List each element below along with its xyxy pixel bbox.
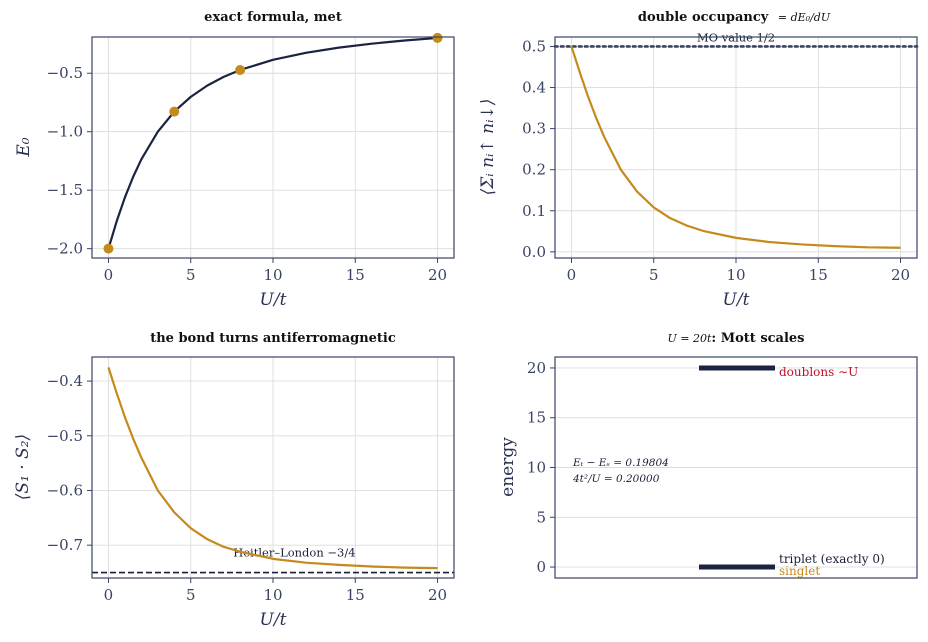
- double-occupancy-title-suffix: = dE₀/dU: [778, 11, 831, 24]
- energy-data-point: [103, 243, 114, 254]
- spin-correlation-xtick-label: 20: [428, 586, 447, 604]
- energy-title: exact formula, met: [204, 10, 342, 25]
- energy-series-line: [107, 36, 438, 249]
- mott-scales-ytick-label: 15: [527, 409, 546, 427]
- double-occupancy-xtick-label: 5: [649, 266, 659, 284]
- spin-correlation-xlabel: U/t: [260, 610, 287, 630]
- mott-scales-ytick-label: 10: [527, 459, 546, 477]
- mott-scales-level-label: doublons ∼U: [779, 365, 858, 379]
- energy-xlabel: U/t: [260, 290, 287, 310]
- mott-scales-level-label: singlet: [779, 564, 820, 578]
- double-occupancy-xtick-label: 10: [726, 266, 745, 284]
- energy-ytick-label: −2.0: [47, 240, 83, 258]
- spin-correlation-series-line: [107, 367, 438, 570]
- spin-correlation-xtick-label: 10: [263, 586, 282, 604]
- energy-xtick-label: 20: [428, 266, 447, 284]
- energy-ytick-label: −0.5: [47, 64, 83, 82]
- mott-title: Mott scales: [721, 331, 805, 346]
- energy-ytick-label: −1.5: [47, 181, 83, 199]
- energy-xtick-label: 15: [346, 266, 365, 284]
- double-occupancy-ytick-label: 0.1: [522, 202, 546, 220]
- mott-scales-ytick-label: 5: [536, 508, 546, 526]
- spin-correlation-xtick-label: 5: [186, 586, 196, 604]
- double-occupancy-xtick-label: 15: [809, 266, 828, 284]
- mott-ylabel: energy: [498, 437, 518, 497]
- mott-superexchange-annotation: 4t²/U = 0.20000: [572, 473, 660, 485]
- spin-correlation-reference-label: Heitler–London −3/4: [233, 546, 355, 560]
- spin-correlation-ytick-label: −0.5: [47, 427, 83, 445]
- spin-correlation-ylabel: ⟨S₁ · S₂⟩: [13, 434, 33, 500]
- spin-correlation-xtick-label: 0: [104, 586, 114, 604]
- spin-correlation-ytick-label: −0.4: [47, 372, 83, 390]
- energy-ylabel: E₀: [14, 137, 34, 157]
- double-occupancy-series-line: [570, 46, 901, 249]
- mott-scales-ytick-label: 20: [527, 359, 546, 377]
- double-occupancy-ytick-label: 0.4: [522, 79, 546, 97]
- energy-data-point: [432, 32, 443, 43]
- double-occupancy-ytick-label: 0.3: [522, 120, 546, 138]
- energy-data-point: [169, 106, 180, 117]
- energy-xtick-label: 10: [263, 266, 282, 284]
- mott-scales-level-label: triplet (exactly 0): [779, 552, 885, 566]
- spin-correlation-ytick-label: −0.7: [47, 536, 83, 554]
- panel-mott-scales: U = 20t: Mott scales doublons ∼U triplet …: [498, 331, 918, 579]
- double-occupancy-xtick-label: 0: [567, 266, 577, 284]
- mott-gap-annotation: Eₜ − Eₛ = 0.19804: [572, 457, 669, 469]
- double-occupancy-ylabel: ⟨Σᵢ nᵢ↑ nᵢ↓⟩: [478, 99, 498, 196]
- panel-spin-correlation: the bond turns antiferromagnetic Heitler…: [13, 331, 455, 630]
- double-occupancy-xlabel: U/t: [723, 290, 750, 310]
- mott-scales-ytick-label: 0: [536, 558, 546, 576]
- energy-ytick-label: −1.0: [47, 123, 83, 141]
- spin-correlation-xtick-label: 15: [346, 586, 365, 604]
- panel-energy: exact formula, met 0 5 10 15 20 −2.0 −1.5 −1.0 −…: [14, 10, 455, 310]
- svg-text:U = 20t: Mott scales: U = 20t: Mott scales: [667, 331, 804, 346]
- spin-correlation-title: the bond turns antiferromagnetic: [150, 331, 396, 346]
- double-occupancy-ytick-label: 0.5: [522, 37, 546, 55]
- double-occupancy-title: double occupancy: [638, 10, 769, 25]
- svg-text:double occupancy = dE₀/d: double occupancy = dE₀/dU: [638, 10, 831, 25]
- spin-correlation-ytick-label: −0.6: [47, 481, 83, 499]
- double-occupancy-ytick-label: 0.2: [522, 161, 546, 179]
- energy-data-point: [235, 64, 246, 75]
- double-occupancy-xtick-label: 20: [891, 266, 910, 284]
- energy-xtick-label: 0: [104, 266, 114, 284]
- double-occupancy-ytick-label: 0.0: [522, 243, 546, 261]
- mott-title-prefix: U = 20t: [667, 332, 711, 345]
- panel-double-occupancy: double occupancy = dE₀/dU MO value 1/2 0…: [478, 10, 919, 310]
- energy-xtick-label: 5: [186, 266, 196, 284]
